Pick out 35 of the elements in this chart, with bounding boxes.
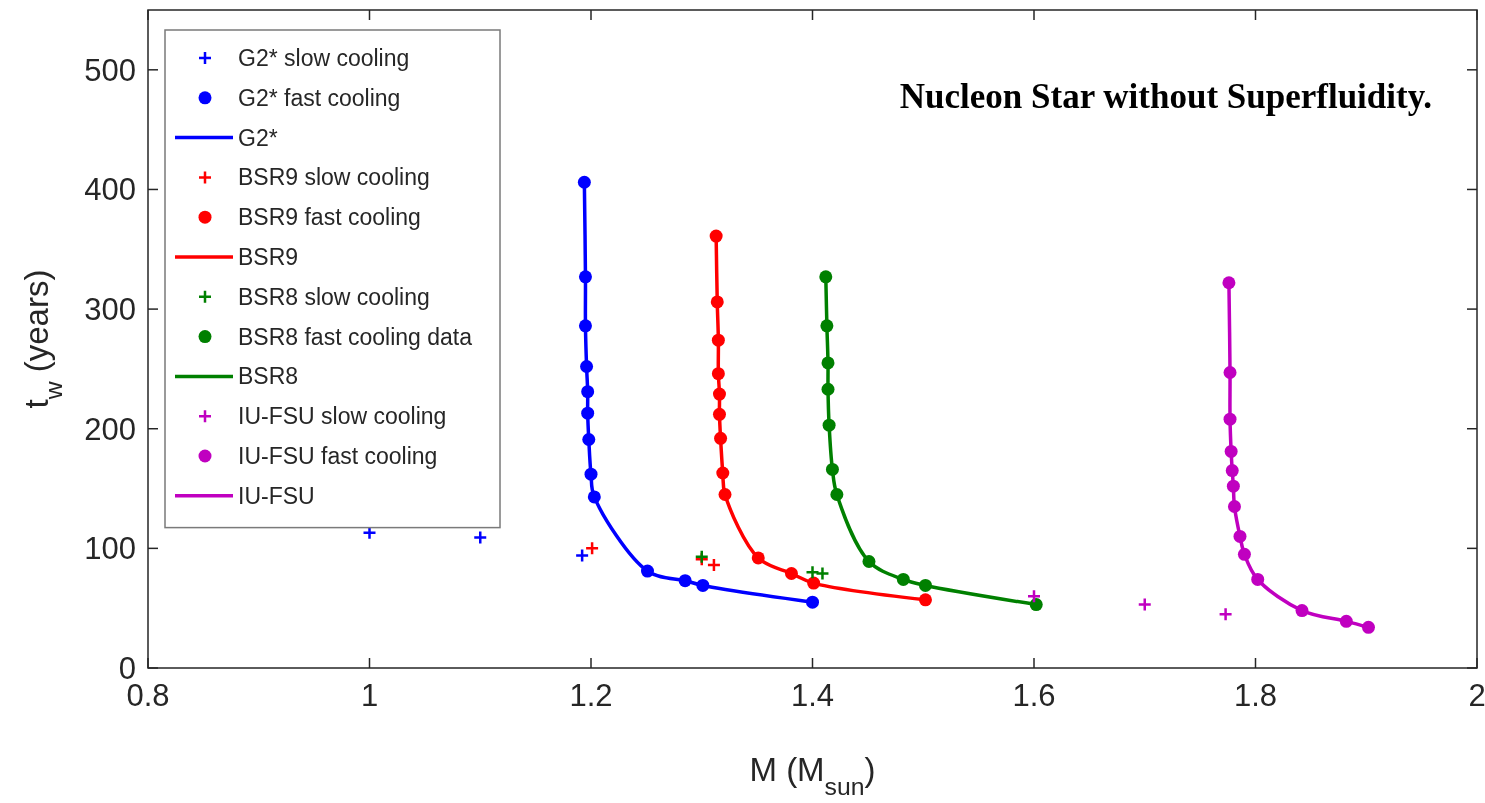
legend-label: G2* slow cooling [238, 45, 410, 71]
y-tick-label: 300 [84, 292, 136, 328]
point [805, 565, 820, 580]
point [815, 566, 830, 581]
legend-label: BSR9 slow cooling [238, 164, 430, 191]
point [1218, 606, 1233, 622]
legend-label: IU-FSU fast cooling [238, 443, 438, 469]
point [1026, 588, 1042, 604]
legend-label: BSR9 [238, 244, 299, 270]
legend-label: BSR8 fast cooling data [238, 323, 473, 350]
legend-label: BSR9 fast cooling [238, 204, 421, 231]
legend-label: G2* fast cooling [238, 84, 401, 111]
y-tick-label: 500 [84, 52, 136, 88]
x-tick-label: 1.6 [1012, 678, 1056, 713]
point [706, 557, 722, 573]
point [584, 541, 600, 556]
x-tick-label: 0.8 [126, 678, 170, 713]
x-axis-title: M (M$_{sun}$) [749, 751, 876, 800]
legend-label: BSR8 slow cooling [238, 283, 430, 310]
x-tick-label: 1.8 [1233, 678, 1278, 713]
x-tick-label: 2 [1468, 678, 1485, 713]
legend-label: G2* [238, 124, 278, 151]
y-tick-label: 200 [84, 411, 136, 447]
y-tick-label: 400 [84, 172, 136, 208]
legend-label: IU-FSU [238, 482, 315, 509]
text: Nucleon Star without Superfluidity. [899, 77, 1432, 116]
point [473, 530, 488, 545]
x-tick-label: 1.4 [790, 678, 835, 713]
x-tick-label: 1.2 [569, 678, 613, 713]
point [1137, 597, 1152, 612]
point [574, 548, 590, 563]
legend-label: IU-FSU slow cooling [238, 403, 447, 430]
y-tick-label: 100 [84, 531, 136, 567]
legend-label: BSR8 [238, 363, 299, 390]
x-tick-label: 1 [360, 678, 379, 713]
